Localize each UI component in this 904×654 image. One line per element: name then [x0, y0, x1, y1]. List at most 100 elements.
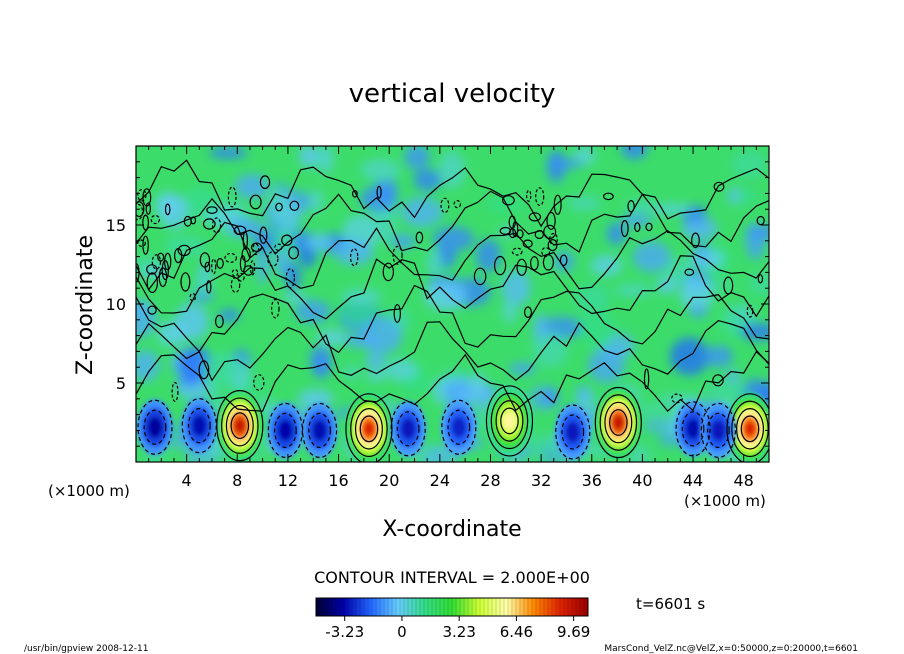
contour-interval-label: CONTOUR INTERVAL = 2.000E+00	[314, 568, 590, 587]
contour	[163, 252, 172, 271]
contour	[158, 267, 168, 288]
contour-lines	[136, 159, 769, 462]
contour	[523, 306, 532, 318]
contour	[151, 254, 162, 270]
contour	[740, 415, 760, 443]
contour	[227, 186, 237, 208]
contour	[157, 252, 165, 262]
contour	[136, 190, 769, 255]
contour	[441, 399, 477, 455]
contour	[495, 400, 524, 442]
contour	[224, 252, 237, 263]
contour	[136, 284, 769, 354]
contour	[164, 203, 171, 216]
contour	[231, 268, 239, 277]
contour	[726, 393, 769, 462]
contour	[500, 407, 519, 435]
contour	[490, 392, 529, 450]
x-tick-label: 36	[582, 471, 602, 490]
contour	[511, 247, 523, 256]
contour	[499, 226, 512, 235]
contour	[214, 314, 224, 329]
contour	[352, 190, 358, 198]
contour	[270, 298, 280, 319]
contour	[212, 217, 222, 234]
contour	[146, 272, 158, 294]
contour	[143, 409, 167, 445]
contour	[712, 374, 724, 387]
contour	[137, 399, 173, 455]
contour	[345, 393, 393, 462]
contour	[187, 408, 211, 444]
contour	[553, 194, 562, 215]
contour	[289, 200, 300, 211]
y-axis-label: Z-coordinate	[73, 235, 98, 375]
contour	[382, 262, 394, 282]
contour	[137, 239, 146, 247]
contour	[288, 246, 300, 260]
contour	[206, 206, 218, 215]
y-axis: 5 10 15	[106, 145, 769, 463]
contour	[453, 200, 462, 209]
contour	[645, 222, 653, 232]
contour	[189, 293, 197, 302]
contour	[546, 211, 556, 230]
contour	[684, 268, 695, 276]
contour	[561, 414, 585, 450]
x-tick-label: 4	[182, 471, 192, 490]
footer-left: /usr/bin/gpview 2008-12-11	[24, 644, 148, 654]
contour	[267, 402, 303, 458]
contour	[136, 221, 769, 291]
contour	[535, 187, 545, 207]
contour	[541, 247, 551, 258]
contour	[415, 231, 424, 244]
contour	[542, 254, 555, 271]
colorbar: -3.23 0 3.23 6.46 9.69	[315, 597, 590, 641]
contour	[634, 222, 641, 233]
contour	[211, 258, 217, 275]
downdraft-cell	[181, 397, 218, 454]
contour	[243, 265, 254, 276]
downdraft-cell	[675, 400, 712, 457]
contour	[609, 409, 628, 436]
chart-title: vertical velocity	[349, 79, 556, 109]
contour	[136, 203, 144, 221]
contour	[530, 256, 539, 271]
contour	[603, 192, 614, 201]
contour	[681, 411, 705, 447]
contour	[204, 261, 211, 273]
x-tick-label: 28	[480, 471, 500, 490]
contour	[620, 220, 629, 238]
contour	[354, 408, 383, 450]
contour	[526, 189, 532, 202]
contour	[599, 394, 638, 451]
contour	[230, 412, 250, 440]
colorbar-tick-label: 3.23	[442, 623, 475, 641]
time-label: t=6601 s	[636, 595, 705, 613]
x-tick-label: 32	[531, 471, 551, 490]
contour	[146, 264, 158, 275]
contour	[142, 235, 149, 255]
contour	[756, 215, 765, 226]
contour	[393, 304, 401, 323]
contour	[180, 272, 191, 292]
plot-area	[136, 146, 769, 462]
contour	[528, 212, 542, 222]
contour	[473, 267, 487, 286]
contour	[136, 159, 769, 228]
contour	[136, 350, 769, 412]
contour	[275, 202, 283, 212]
contour	[273, 412, 297, 448]
contour	[376, 185, 382, 199]
contour	[136, 319, 769, 382]
contour	[250, 242, 263, 252]
updraft-cell	[594, 386, 643, 459]
contour	[221, 397, 259, 454]
contour	[350, 248, 359, 267]
downdraft-cell	[440, 399, 477, 456]
contour	[713, 181, 725, 192]
contour	[675, 401, 711, 457]
colorbar-ramp	[316, 598, 588, 616]
contour	[691, 232, 700, 249]
downdraft-cell	[136, 399, 173, 456]
